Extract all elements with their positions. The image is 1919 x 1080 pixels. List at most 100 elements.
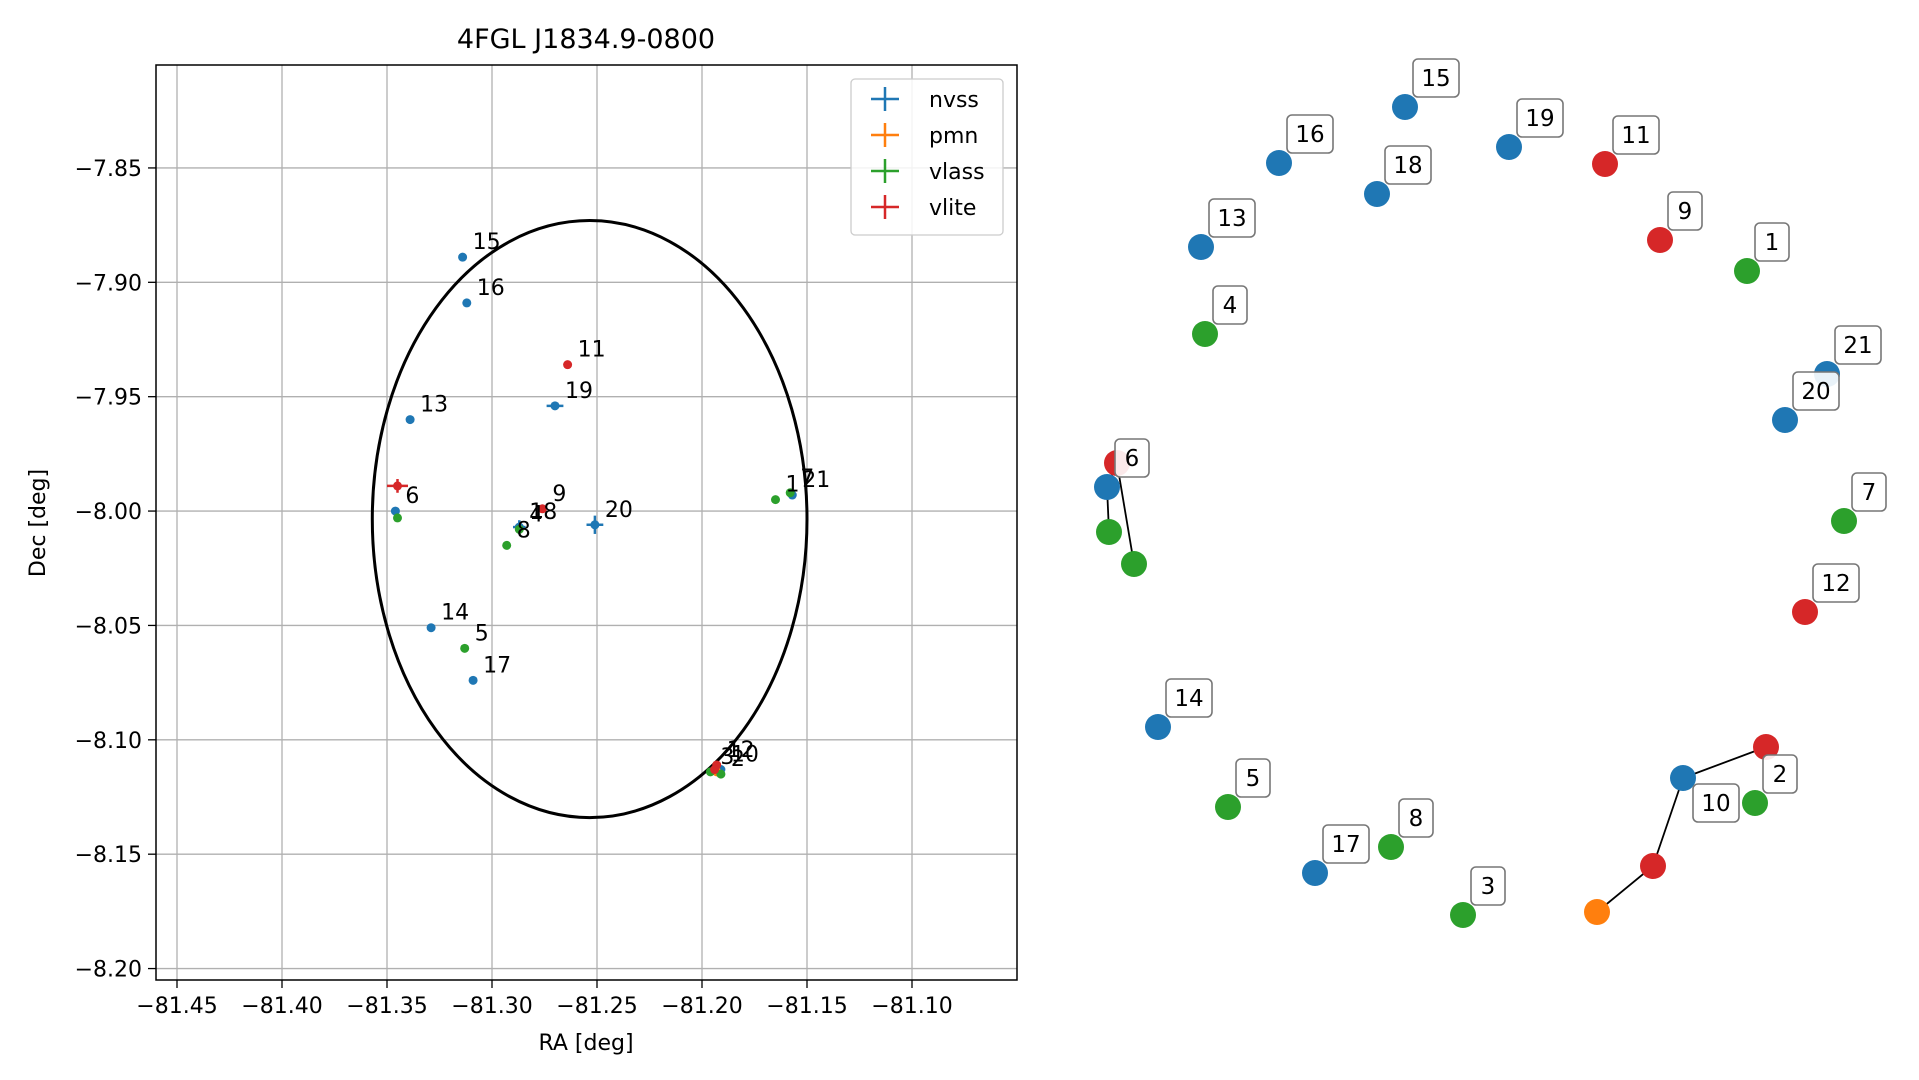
network-node-label: 5 [1246, 766, 1261, 792]
point-label: 21 [802, 468, 830, 493]
network-label-box [1412, 58, 1460, 98]
network-node [1584, 899, 1610, 925]
point-nvss-19 [550, 401, 560, 411]
point-vlass-2 [716, 769, 726, 779]
network-node-label: 12 [1821, 571, 1850, 597]
network-label-box [1208, 198, 1256, 238]
network-node [1215, 794, 1241, 820]
network-label-box [1165, 678, 1213, 718]
point-label: 6 [405, 484, 419, 509]
y-axis-label: Dec [deg] [26, 469, 51, 577]
x-tick-label: −81.25 [556, 994, 637, 1019]
network-node-label: 11 [1621, 123, 1650, 149]
network-node-label: 4 [1223, 293, 1238, 319]
network-label-box [1235, 758, 1271, 798]
point-vlass-4 [514, 524, 524, 534]
network-label-box [1612, 115, 1660, 155]
point-vlass-1 [771, 495, 780, 505]
network-node-label: 18 [1393, 153, 1422, 179]
point-label: 9 [552, 482, 566, 507]
network-node [1792, 599, 1818, 625]
network-node [1096, 519, 1122, 545]
point-label: 1 [786, 473, 800, 498]
legend-entry-pmn: pmn [929, 124, 978, 149]
point-vlass-5 [460, 643, 470, 653]
network-edge [1682, 746, 1767, 779]
network-node [1753, 734, 1779, 760]
network-label-box [1384, 145, 1432, 185]
x-axis-label: RA [deg] [538, 1031, 633, 1056]
network-node-label: 16 [1295, 122, 1324, 148]
point-label: 3 [720, 745, 734, 770]
network-node-label: 15 [1421, 66, 1450, 92]
network-label-box [1286, 114, 1334, 154]
network-edge [1652, 777, 1684, 867]
network-label-box [1516, 98, 1564, 138]
network-label-box [1212, 285, 1248, 325]
point-label: 4 [529, 502, 543, 527]
point-label: 2 [731, 747, 745, 772]
data-points [387, 252, 797, 779]
network-node-label: 2 [1773, 762, 1788, 788]
network-node [1364, 181, 1390, 207]
x-tick-label: −81.10 [871, 994, 952, 1019]
point-label: 19 [565, 379, 593, 404]
network-node [1302, 860, 1328, 886]
network-node [1378, 834, 1404, 860]
network-node-label: 3 [1481, 874, 1496, 900]
point-nvss-14 [426, 623, 436, 633]
legend-entry-nvss: nvss [929, 88, 979, 113]
network-node [1392, 94, 1418, 120]
network-node-label: 20 [1801, 379, 1830, 405]
y-tick-label: −8.05 [75, 614, 142, 639]
network-label-box [1851, 472, 1887, 512]
point-label: 13 [420, 393, 448, 418]
point-vlite [710, 765, 720, 775]
error-ellipse-layer [370, 219, 809, 820]
point-label: 11 [578, 338, 606, 363]
network-label-box [1754, 222, 1790, 262]
point-label: 18 [529, 500, 557, 525]
network-label-box [1792, 371, 1840, 411]
network-node [1266, 150, 1292, 176]
network-node [1145, 714, 1171, 740]
network-node [1094, 474, 1120, 500]
network-node-label: 7 [1862, 480, 1877, 506]
chart-title: 4FGL J1834.9-0800 [457, 24, 715, 55]
network-node [1188, 234, 1214, 260]
point-vlite-11 [563, 360, 573, 370]
network-node [1772, 407, 1798, 433]
y-tick-label: −8.20 [75, 958, 142, 983]
network-node-label: 13 [1217, 206, 1246, 232]
network-label-box [1834, 325, 1882, 365]
ticks: −81.45 −81.40 −81.35 −81.30 −81.25 −81.20 −81.… [75, 157, 953, 1019]
x-tick-label: −81.30 [451, 994, 532, 1019]
point-nvss-16 [462, 298, 472, 308]
network-node [1647, 227, 1673, 253]
network-node [1670, 765, 1696, 791]
x-tick-label: −81.15 [766, 994, 847, 1019]
network-node-label: 17 [1331, 832, 1360, 858]
point-vlass-8 [502, 540, 512, 550]
network-label-box [1114, 438, 1150, 478]
error-ellipse [370, 219, 809, 820]
point-label: 10 [731, 743, 759, 768]
network-node [1640, 853, 1666, 879]
point-nvss-17 [468, 675, 478, 685]
legend-box [850, 78, 1004, 236]
y-tick-label: −7.90 [75, 271, 142, 296]
network-label-box [1398, 798, 1434, 838]
network-label-box [1692, 783, 1740, 823]
point-vlass-7 [785, 488, 795, 498]
x-tick-label: −81.20 [661, 994, 742, 1019]
network-node [1734, 258, 1760, 284]
network-node [1742, 790, 1768, 816]
point-label: 15 [473, 230, 501, 255]
network-node [1192, 321, 1218, 347]
point-label: 16 [477, 276, 505, 301]
point-nvss-15 [458, 252, 468, 262]
network-label-box [1667, 191, 1703, 231]
point-nvss-13 [405, 415, 415, 425]
